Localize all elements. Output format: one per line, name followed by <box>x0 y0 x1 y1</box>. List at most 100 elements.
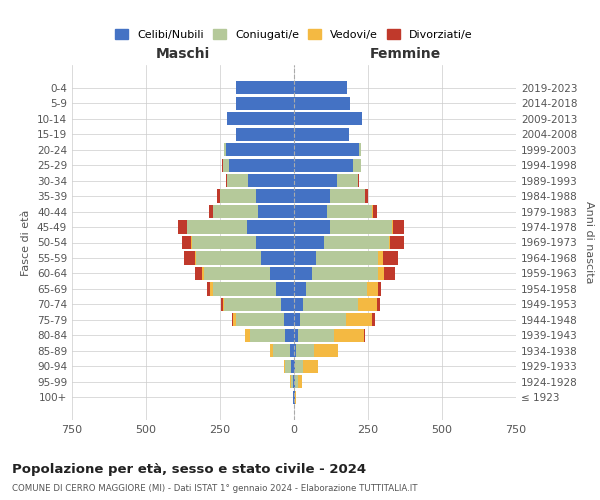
Bar <box>224 298 281 311</box>
Bar <box>294 128 349 140</box>
Bar <box>290 344 294 358</box>
Bar <box>316 252 379 264</box>
Y-axis label: Anni di nascita: Anni di nascita <box>584 201 594 284</box>
Bar <box>294 344 296 358</box>
Bar <box>294 143 359 156</box>
Bar <box>377 298 380 311</box>
Bar <box>364 329 365 342</box>
Bar <box>379 282 382 296</box>
Bar <box>294 375 295 388</box>
Bar <box>291 360 294 373</box>
Bar <box>236 128 294 140</box>
Bar <box>295 360 303 373</box>
Bar <box>220 190 256 202</box>
Bar <box>178 220 187 234</box>
Bar <box>294 329 298 342</box>
Bar <box>256 190 294 202</box>
Bar <box>393 220 404 234</box>
Bar <box>294 220 329 234</box>
Bar <box>226 174 227 187</box>
Bar <box>291 375 293 388</box>
Bar <box>245 329 250 342</box>
Bar <box>229 158 294 172</box>
Text: Popolazione per età, sesso e stato civile - 2024: Popolazione per età, sesso e stato civil… <box>12 462 366 475</box>
Bar <box>294 314 300 326</box>
Bar <box>210 282 212 296</box>
Bar <box>373 314 375 326</box>
Bar <box>226 143 294 156</box>
Bar <box>192 236 256 249</box>
Bar <box>358 298 377 311</box>
Bar <box>285 360 291 373</box>
Bar <box>296 344 314 358</box>
Bar <box>306 282 367 296</box>
Bar <box>373 205 377 218</box>
Bar <box>196 252 262 264</box>
Legend: Celibi/Nubili, Coniugati/e, Vedovi/e, Divorziati/e: Celibi/Nubili, Coniugati/e, Vedovi/e, Di… <box>111 24 477 44</box>
Bar <box>182 236 191 249</box>
Bar <box>298 375 302 388</box>
Bar <box>389 236 390 249</box>
Bar <box>293 375 294 388</box>
Bar <box>329 190 365 202</box>
Bar <box>359 143 361 156</box>
Bar <box>209 205 212 218</box>
Bar <box>337 174 358 187</box>
Text: Femmine: Femmine <box>370 48 440 62</box>
Bar <box>329 220 392 234</box>
Bar <box>358 174 359 187</box>
Bar <box>379 267 384 280</box>
Bar <box>212 282 276 296</box>
Bar <box>294 205 326 218</box>
Bar <box>191 236 192 249</box>
Bar <box>294 267 312 280</box>
Bar <box>247 220 294 234</box>
Bar <box>227 174 248 187</box>
Bar <box>271 267 294 280</box>
Bar <box>236 96 294 110</box>
Bar <box>236 81 294 94</box>
Bar <box>383 252 398 264</box>
Bar <box>294 158 353 172</box>
Bar <box>346 314 373 326</box>
Bar <box>314 344 338 358</box>
Bar <box>184 252 196 264</box>
Bar <box>294 252 316 264</box>
Bar <box>303 298 358 311</box>
Text: COMUNE DI CERRO MAGGIORE (MI) - Dati ISTAT 1° gennaio 2024 - Elaborazione TUTTIT: COMUNE DI CERRO MAGGIORE (MI) - Dati IST… <box>12 484 418 493</box>
Bar <box>334 329 364 342</box>
Bar <box>294 81 347 94</box>
Bar <box>187 220 247 234</box>
Bar <box>365 190 368 202</box>
Text: Maschi: Maschi <box>156 48 210 62</box>
Bar <box>236 314 284 326</box>
Bar <box>202 267 204 280</box>
Bar <box>294 360 295 373</box>
Bar <box>326 205 373 218</box>
Bar <box>221 298 223 311</box>
Bar <box>303 360 317 373</box>
Bar <box>204 267 271 280</box>
Bar <box>367 282 379 296</box>
Bar <box>223 298 224 311</box>
Bar <box>312 267 379 280</box>
Bar <box>271 344 273 358</box>
Bar <box>212 205 259 218</box>
Bar <box>273 344 290 358</box>
Bar <box>276 282 294 296</box>
Bar <box>284 314 294 326</box>
Bar <box>284 360 285 373</box>
Bar <box>224 143 226 156</box>
Bar <box>294 236 323 249</box>
Bar <box>207 282 210 296</box>
Bar <box>294 282 306 296</box>
Bar <box>223 158 229 172</box>
Bar <box>250 329 285 342</box>
Bar <box>295 375 298 388</box>
Bar <box>353 158 361 172</box>
Bar <box>262 252 294 264</box>
Bar <box>300 314 346 326</box>
Bar <box>294 112 362 126</box>
Bar <box>233 314 236 326</box>
Bar <box>384 267 395 280</box>
